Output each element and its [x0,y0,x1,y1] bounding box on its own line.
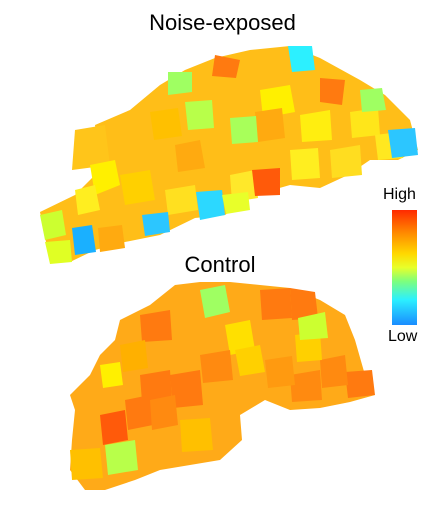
cell [185,100,214,130]
cell [230,116,258,144]
cell [212,55,240,78]
legend-low-label: Low [388,328,418,345]
cell [75,185,100,215]
cell [72,225,96,255]
noise-exposed-mosaic [40,46,418,264]
cell [150,395,178,430]
cell [290,148,320,180]
cell [345,370,375,398]
cell [168,72,192,95]
cell [175,140,205,172]
cell [235,345,265,376]
cell [165,185,198,215]
control-cells [70,285,375,480]
legend-high-label: High [383,186,416,203]
cell [200,350,233,383]
cell [330,145,362,178]
cell [140,310,172,342]
cell [180,418,213,452]
noise-exposed-title: Noise-exposed [149,10,296,35]
cell [288,46,315,72]
cell [170,370,203,408]
cell [125,395,153,430]
cell [200,285,230,318]
cell [350,108,380,138]
cell [320,355,348,388]
cell [100,362,123,388]
cell [265,356,295,388]
cell [142,212,170,236]
cell [290,370,322,402]
cell [120,170,155,205]
cell [90,160,120,195]
cell [298,312,328,340]
cell [222,192,250,214]
noise-exposed-region-left [72,125,110,170]
cell [196,190,225,220]
cell [98,225,125,252]
cell [300,110,332,142]
cell [260,288,292,320]
cell [360,88,386,112]
noise-exposed-cells [40,46,418,264]
cell [260,85,295,118]
cell [255,108,285,142]
cell [388,128,418,158]
cell [290,288,318,320]
colorbar-legend [392,210,417,325]
cell [252,168,280,196]
cell [150,108,182,140]
cell [320,78,345,105]
cell [45,240,72,264]
cell [140,370,172,402]
cell [120,340,148,372]
cell [40,210,66,240]
control-title: Control [184,252,256,277]
cell [105,440,138,475]
cell [225,320,255,355]
control-mosaic [70,282,375,490]
cell [70,448,103,480]
cell [100,410,128,445]
